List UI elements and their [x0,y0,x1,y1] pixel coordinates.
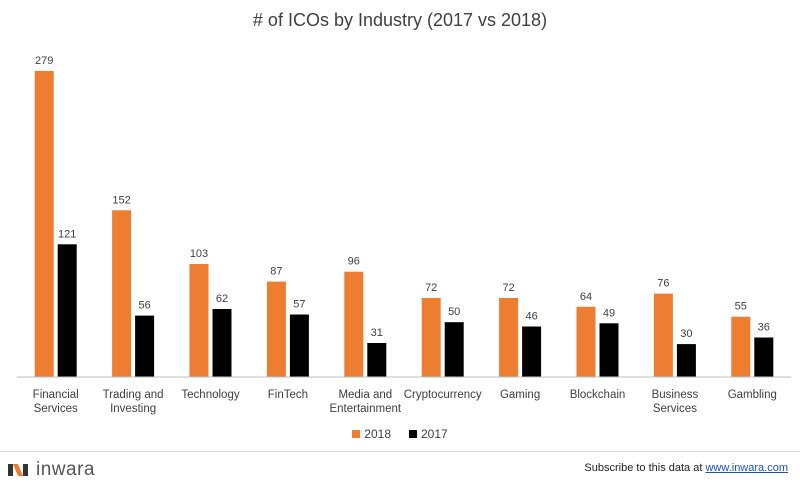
bar-2017-9 [754,337,774,377]
legend-label-2017: 2017 [421,427,448,441]
data-label-2017-9: 36 [758,322,770,334]
legend-label-2018: 2018 [364,427,391,441]
data-label-2018-2: 103 [190,248,208,260]
category-label-1-line-0: Trading and [103,389,164,401]
data-label-2017-2: 62 [216,293,228,305]
data-label-2017-0: 121 [58,228,76,240]
bar-2018-1 [112,210,132,377]
bar-2017-0 [57,244,77,377]
legend-swatch-2018 [352,430,361,438]
bar-2017-5 [444,322,464,377]
data-label-2017-5: 50 [448,306,460,318]
category-label-5: Cryptocurrency [404,389,482,401]
bar-2017-8 [676,344,696,377]
data-label-2018-5: 72 [425,282,437,294]
bar-chart: 279 121 Financial Services 152 56 Trading and I… [17,55,791,415]
bar-2018-4 [344,271,364,377]
category-label-4-line-0: Media and [338,389,392,401]
category-label-3: FinTech [268,389,308,401]
data-label-2018-0: 279 [35,55,53,67]
bar-2017-2 [212,309,232,377]
category-label-7: Blockchain [570,389,626,401]
data-label-2018-1: 152 [112,194,130,206]
data-label-2018-9: 55 [735,301,747,313]
category-label-8-line-0: Business [652,389,699,401]
bar-2018-8 [653,293,673,377]
legend: 2018 2017 [0,427,800,441]
subscribe-link[interactable]: www.inwara.com [705,462,788,474]
inwara-logo-icon [8,464,28,476]
data-label-2018-4: 96 [348,256,360,268]
legend-item-2018: 2018 [352,427,391,441]
bar-2018-2 [189,264,209,377]
data-label-2017-3: 57 [293,299,305,311]
data-label-2018-7: 64 [580,291,592,303]
data-label-2018-3: 87 [270,266,282,278]
footer-divider [0,451,800,452]
data-label-2017-4: 31 [371,327,383,339]
category-label-6: Gaming [500,389,540,401]
legend-item-2017: 2017 [409,427,448,441]
category-label-4-line-1: Entertainment [329,403,401,415]
bar-2018-5 [421,298,441,377]
subscribe-label: Subscribe to this data at [584,462,706,474]
bar-2017-6 [522,326,542,377]
bar-2018-0 [34,71,54,377]
data-label-2018-6: 72 [502,282,514,294]
brand-logo: inwara [8,459,95,481]
data-label-2017-8: 30 [680,328,692,340]
bar-2017-7 [599,323,619,377]
brand-name: inwara [36,459,95,480]
data-label-2017-7: 49 [603,307,615,319]
legend-swatch-2017 [409,430,417,438]
bar-2017-3 [289,314,309,377]
category-label-1-line-1: Investing [110,403,156,415]
category-label-8-line-1: Services [653,403,697,415]
bar-2018-6 [499,298,519,377]
category-label-0-line-0: Financial [33,389,79,401]
category-label-2: Technology [181,389,239,401]
bar-2017-1 [135,315,155,377]
bar-2018-7 [576,306,596,377]
bar-2018-3 [266,281,286,377]
bar-2017-4 [367,343,387,377]
data-label-2017-6: 46 [525,311,537,323]
category-label-9: Gambling [728,389,777,401]
data-label-2017-1: 56 [138,300,150,312]
bar-2018-9 [731,316,751,377]
category-label-0-line-1: Services [34,403,78,415]
chart-title: # of ICOs by Industry (2017 vs 2018) [252,10,548,30]
data-label-2018-8: 76 [657,278,669,290]
subscribe-text: Subscribe to this data at www.inwara.com [584,462,788,474]
